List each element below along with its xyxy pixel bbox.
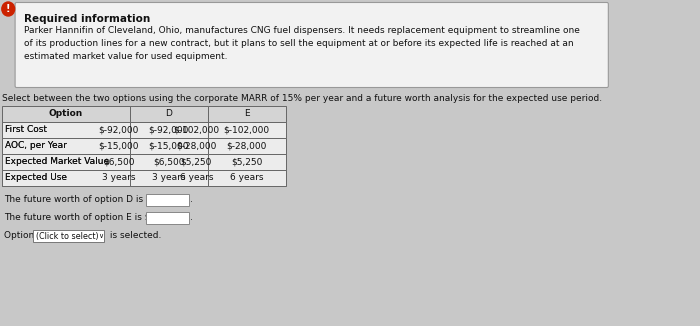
Bar: [146, 212, 188, 224]
Text: $-15,000: $-15,000: [148, 141, 189, 151]
Bar: [208, 138, 286, 154]
Bar: [208, 122, 286, 138]
Text: 6 years: 6 years: [180, 173, 213, 183]
Text: Required information: Required information: [24, 14, 150, 24]
Text: 3 years: 3 years: [102, 173, 135, 183]
Bar: [2, 138, 130, 154]
Text: Option: Option: [4, 231, 37, 241]
Bar: [80, 122, 158, 138]
Text: is selected.: is selected.: [107, 231, 162, 241]
Text: $5,250: $5,250: [231, 157, 262, 167]
Bar: [2, 154, 130, 170]
Text: Select between the two options using the corporate MARR of 15% per year and a fu: Select between the two options using the…: [2, 94, 602, 103]
Text: $6,500: $6,500: [153, 157, 185, 167]
Bar: [2, 106, 130, 122]
Text: .: .: [190, 196, 193, 204]
Text: $-28,000: $-28,000: [227, 141, 267, 151]
Bar: [2, 170, 130, 186]
Text: Expected Market Value: Expected Market Value: [6, 157, 110, 167]
Text: D: D: [165, 110, 172, 118]
Text: First Cost: First Cost: [6, 126, 48, 135]
Text: $-92,000: $-92,000: [99, 126, 139, 135]
Text: Expected Use: Expected Use: [6, 173, 67, 183]
Text: E: E: [244, 110, 249, 118]
Text: $-102,000: $-102,000: [224, 126, 270, 135]
Bar: [158, 122, 235, 138]
Bar: [2, 122, 130, 138]
Bar: [146, 194, 188, 206]
Text: $-92,000: $-92,000: [148, 126, 189, 135]
Text: !: !: [6, 5, 10, 14]
Bar: [130, 154, 208, 170]
Bar: [2, 154, 130, 170]
Bar: [158, 154, 235, 170]
Text: (Click to select): (Click to select): [36, 231, 98, 241]
Bar: [208, 170, 286, 186]
Text: Expected Use: Expected Use: [6, 173, 67, 183]
Bar: [130, 170, 208, 186]
Text: AOC, per Year: AOC, per Year: [6, 141, 67, 151]
Text: First Cost: First Cost: [6, 126, 48, 135]
Bar: [33, 230, 104, 242]
Bar: [208, 154, 286, 170]
Bar: [2, 138, 130, 154]
Text: Expected Market Value: Expected Market Value: [6, 157, 110, 167]
Bar: [130, 138, 208, 154]
Text: ∨: ∨: [98, 233, 103, 239]
Text: AOC, per Year: AOC, per Year: [6, 141, 67, 151]
Circle shape: [2, 2, 15, 16]
Bar: [130, 122, 208, 138]
Bar: [80, 154, 158, 170]
Text: $-15,000: $-15,000: [98, 141, 139, 151]
Bar: [158, 170, 235, 186]
Bar: [80, 138, 158, 154]
Text: The future worth of option E is $: The future worth of option E is $: [4, 214, 150, 223]
Bar: [158, 138, 235, 154]
Text: .: .: [190, 214, 193, 223]
Text: $6,500: $6,500: [103, 157, 134, 167]
Text: Option: Option: [49, 110, 83, 118]
Text: $-28,000: $-28,000: [176, 141, 216, 151]
Text: $5,250: $5,250: [181, 157, 212, 167]
Text: Parker Hannifin of Cleveland, Ohio, manufactures CNG fuel dispensers. It needs r: Parker Hannifin of Cleveland, Ohio, manu…: [24, 26, 580, 61]
Text: $-102,000: $-102,000: [174, 126, 219, 135]
Bar: [2, 170, 130, 186]
Text: The future worth of option D is $: The future worth of option D is $: [4, 196, 151, 204]
Bar: [2, 122, 130, 138]
Text: 6 years: 6 years: [230, 173, 263, 183]
Bar: [208, 106, 286, 122]
FancyBboxPatch shape: [15, 3, 608, 87]
Bar: [80, 170, 158, 186]
Text: 3 years: 3 years: [152, 173, 186, 183]
Bar: [130, 106, 208, 122]
